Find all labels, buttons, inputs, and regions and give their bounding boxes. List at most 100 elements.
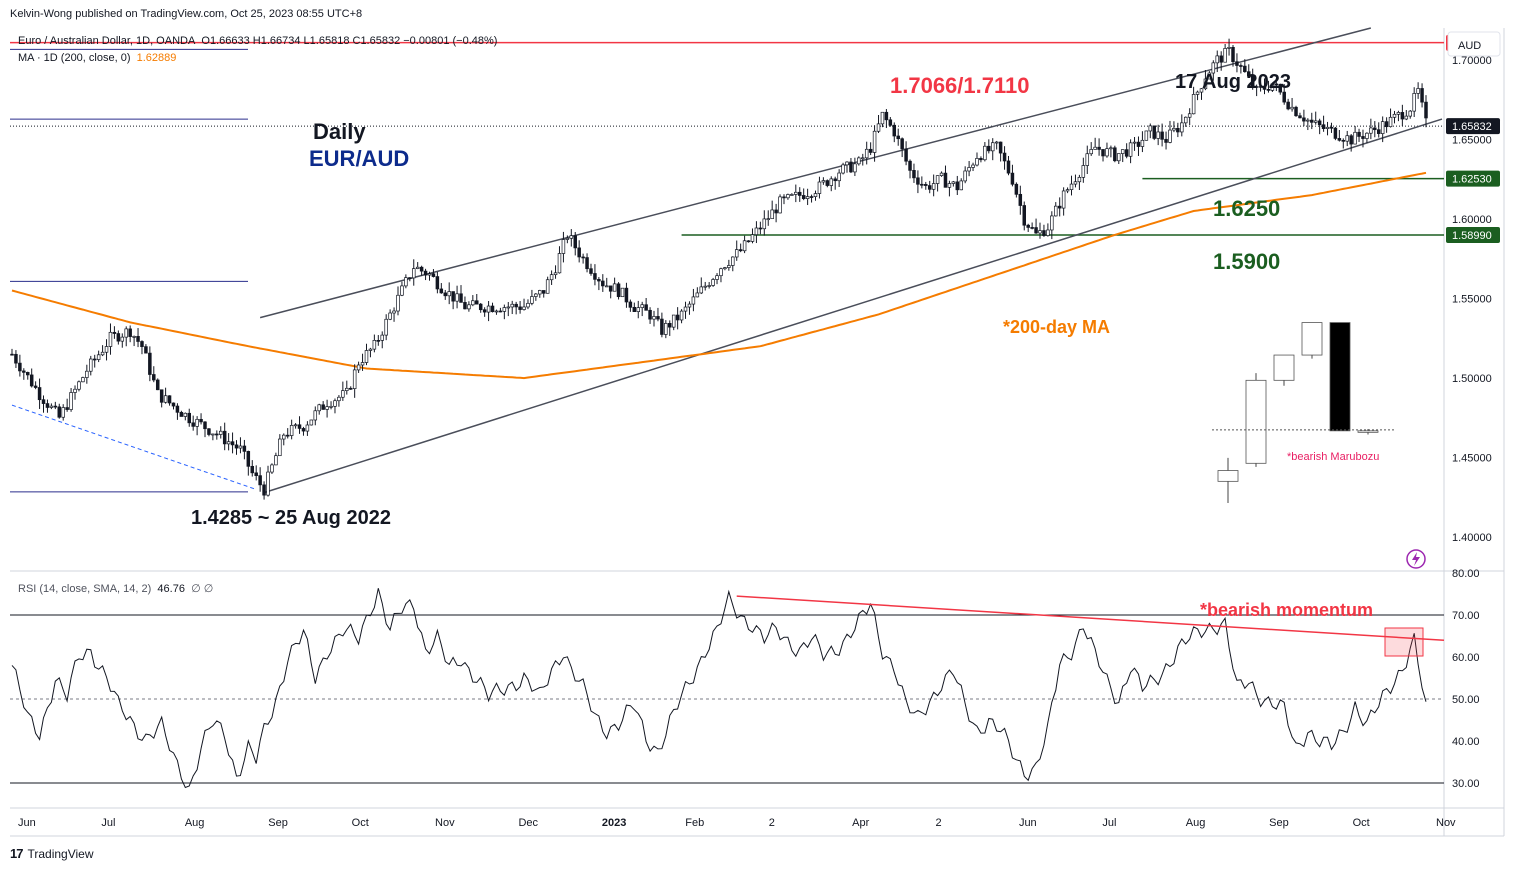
candle-body xyxy=(766,218,770,221)
candle-body xyxy=(1254,86,1259,88)
candle-body xyxy=(1388,116,1393,128)
time-tick-label: Jul xyxy=(101,817,115,829)
candle-body xyxy=(1408,110,1412,117)
candle-body xyxy=(1392,113,1397,118)
candle-body xyxy=(262,484,266,496)
candle-body xyxy=(211,433,215,436)
candle-body xyxy=(1136,141,1141,147)
rsi-tick-label: 30.00 xyxy=(1452,778,1480,790)
candle-body xyxy=(266,471,270,496)
candle-body xyxy=(226,441,231,445)
candle-body xyxy=(817,181,822,194)
rsi-pane[interactable] xyxy=(10,573,1444,804)
time-axis[interactable]: Jun Jul Aug Sep Oct Nov Dec 2023 Feb 2 Apr 2 Jun Jul A… xyxy=(18,817,1456,829)
candle-body xyxy=(549,274,554,281)
candle-body xyxy=(821,180,826,183)
tradingview-logo-icon: 17 xyxy=(10,846,24,861)
candle-body xyxy=(360,362,365,366)
candle-body xyxy=(904,148,908,162)
candle-body xyxy=(1424,101,1428,119)
candle-body xyxy=(589,268,593,274)
candle-body xyxy=(1317,120,1322,126)
candle-body xyxy=(727,265,731,268)
candle-body xyxy=(1195,91,1200,95)
candle-body xyxy=(967,167,971,172)
candle-body xyxy=(912,170,916,179)
symbol-name[interactable]: Euro / Australian Dollar, 1D, OANDA xyxy=(18,35,196,47)
candle-body xyxy=(53,405,58,408)
candle-body xyxy=(26,372,30,376)
rsi-tick-label: 80.00 xyxy=(1452,568,1480,580)
candle-body xyxy=(345,387,349,391)
time-tick-label: 2023 xyxy=(602,817,626,829)
candle-body xyxy=(1176,127,1180,133)
candle-body xyxy=(1235,61,1239,66)
candle-body xyxy=(81,377,85,383)
candle-body xyxy=(144,346,148,354)
price-axis[interactable]: 1.70000 1.65000 1.60000 1.55000 1.50000 1.450… xyxy=(1452,55,1492,544)
candle-body xyxy=(230,441,235,446)
candle-body xyxy=(108,331,113,347)
candle-body xyxy=(325,406,329,410)
candle-body xyxy=(61,407,65,418)
candle-body xyxy=(782,196,786,199)
candle-body xyxy=(762,218,767,230)
candle-body xyxy=(534,293,538,297)
candle-body xyxy=(738,249,743,252)
candle-body xyxy=(498,310,503,313)
channel-upper-line xyxy=(259,27,1372,319)
candle-body xyxy=(1373,127,1377,131)
rsi-legend-label[interactable]: RSI (14, close, SMA, 14, 2) xyxy=(18,583,152,595)
candle-body xyxy=(774,209,778,214)
candle-body xyxy=(1337,138,1342,141)
candles xyxy=(10,38,1428,500)
candle-body xyxy=(152,374,156,381)
candle-body xyxy=(1215,55,1219,64)
candle-body xyxy=(112,331,117,334)
candle-body xyxy=(620,287,625,298)
price-tag-1-65832 xyxy=(1446,118,1500,135)
candle-body xyxy=(1266,89,1271,91)
candle-body xyxy=(715,275,719,280)
candle-body xyxy=(404,277,408,287)
candle-body xyxy=(478,303,483,311)
rsi-line xyxy=(11,588,1445,789)
price-pane[interactable] xyxy=(10,28,1444,569)
time-tick-label: Aug xyxy=(1186,817,1206,829)
candle-body xyxy=(341,390,345,398)
candle-body xyxy=(778,196,782,214)
price-tick-label: 1.50000 xyxy=(1452,373,1492,385)
candle-body xyxy=(57,406,62,418)
candle-body xyxy=(506,306,511,309)
time-tick-label: Apr xyxy=(852,817,869,829)
candle-body xyxy=(604,285,609,288)
candle-body xyxy=(33,385,38,388)
time-tick-label: Nov xyxy=(435,817,455,829)
price-tag-1-58990 xyxy=(1446,227,1500,244)
candle-body xyxy=(427,273,432,276)
lightning-icon[interactable] xyxy=(1406,549,1426,569)
rsi-axis[interactable]: 80.00 70.00 60.00 50.00 40.00 30.00 xyxy=(1452,568,1480,790)
candle-body xyxy=(364,350,369,363)
candle-body xyxy=(813,193,818,197)
time-tick-label: Oct xyxy=(352,817,369,829)
candle-body xyxy=(482,309,487,313)
candle-body xyxy=(758,227,763,230)
ma-legend-label[interactable]: MA · 1D (200, close, 0) xyxy=(18,52,131,64)
candle-body xyxy=(376,340,381,342)
candle-body xyxy=(475,300,479,305)
candle-body xyxy=(794,191,798,195)
candle-body xyxy=(309,419,314,426)
tradingview-footer[interactable]: 17 TradingView xyxy=(10,846,94,861)
candle-body xyxy=(971,164,975,168)
candle-body xyxy=(163,395,168,403)
candle-body xyxy=(1404,115,1409,120)
candle-body xyxy=(486,305,491,313)
price-tag-label: 1.65832 xyxy=(1452,121,1492,133)
tradingview-brand: TradingView xyxy=(27,846,94,861)
rsi-annotation: *bearish momentum xyxy=(1200,600,1373,620)
candle-body xyxy=(459,293,463,303)
currency-button[interactable] xyxy=(1447,31,1501,57)
candle-body xyxy=(990,142,995,152)
